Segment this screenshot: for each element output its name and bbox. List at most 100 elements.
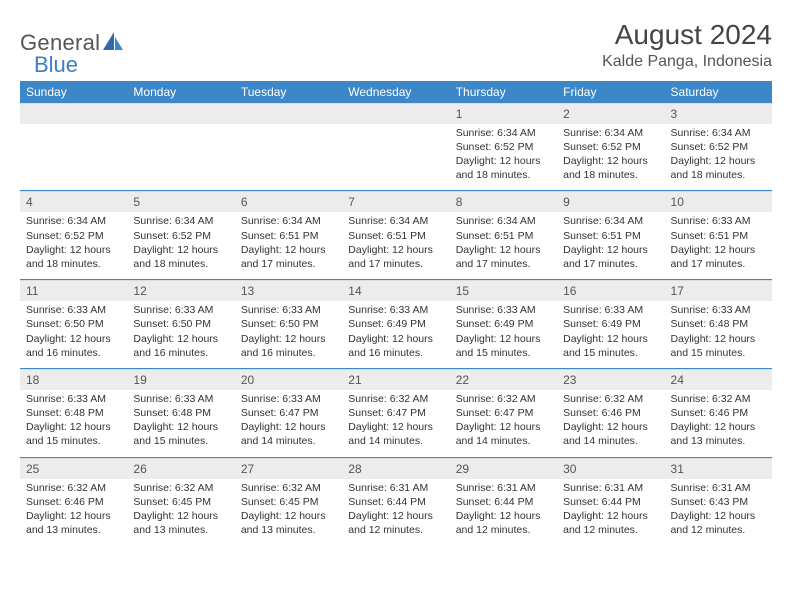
- daycontent-cell: Sunrise: 6:32 AMSunset: 6:45 PMDaylight:…: [235, 479, 342, 546]
- day-line: Sunset: 6:46 PM: [563, 406, 658, 420]
- day-line: Sunset: 6:50 PM: [133, 317, 228, 331]
- day-line: Sunrise: 6:33 AM: [563, 303, 658, 317]
- daynum-cell: 15: [450, 281, 557, 302]
- day-line: and 14 minutes.: [348, 434, 443, 448]
- day-line: Sunset: 6:49 PM: [563, 317, 658, 331]
- daycontent-row: Sunrise: 6:34 AM Sunset: 6:52 PM Daylight:…: [20, 124, 772, 191]
- day-line: Daylight: 12 hours: [133, 332, 228, 346]
- day-line: Sunrise: 6:34 AM: [563, 126, 658, 140]
- day-line: Daylight: 12 hours: [348, 243, 443, 257]
- day-line: Sunrise: 6:33 AM: [456, 303, 551, 317]
- day-line: Daylight: 12 hours: [133, 420, 228, 434]
- daynum-cell: 25: [20, 458, 127, 479]
- day-line: Daylight: 12 hours: [26, 332, 121, 346]
- day-line: Sunrise: 6:34 AM: [563, 214, 658, 228]
- daycontent-row: Sunrise: 6:33 AMSunset: 6:48 PMDaylight:…: [20, 390, 772, 457]
- month-title: August 2024: [602, 20, 772, 51]
- day-line: and 16 minutes.: [133, 346, 228, 360]
- day-line: Sunset: 6:49 PM: [348, 317, 443, 331]
- daycontent-cell: Sunrise: 6:34 AMSunset: 6:51 PMDaylight:…: [235, 212, 342, 279]
- day-line: Sunrise: 6:32 AM: [563, 392, 658, 406]
- day-line: Sunrise: 6:34 AM: [456, 126, 551, 140]
- day-line: and 12 minutes.: [348, 523, 443, 537]
- daynum-cell: 8: [450, 192, 557, 213]
- day-line: Sunrise: 6:33 AM: [26, 303, 121, 317]
- calendar-table: SundayMondayTuesdayWednesdayThursdayFrid…: [20, 81, 772, 545]
- day-line: Sunrise: 6:33 AM: [133, 303, 228, 317]
- day-line: Daylight: 12 hours: [563, 154, 658, 168]
- sail-icon: [102, 31, 124, 56]
- daynum-cell: 18: [20, 369, 127, 390]
- daynum-cell: 28: [342, 458, 449, 479]
- daycontent-cell: Sunrise: 6:31 AMSunset: 6:44 PMDaylight:…: [557, 479, 664, 546]
- day-line: Sunrise: 6:31 AM: [563, 481, 658, 495]
- daycontent-cell: Sunrise: 6:32 AMSunset: 6:46 PMDaylight:…: [557, 390, 664, 457]
- daycontent-cell: Sunrise: 6:31 AMSunset: 6:43 PMDaylight:…: [665, 479, 772, 546]
- daycontent-cell: Sunrise: 6:31 AMSunset: 6:44 PMDaylight:…: [342, 479, 449, 546]
- day-line: Sunset: 6:52 PM: [671, 140, 766, 154]
- day-line: and 16 minutes.: [348, 346, 443, 360]
- daynum-cell: 7: [342, 192, 449, 213]
- daynum-cell: 21: [342, 369, 449, 390]
- day-line: Daylight: 12 hours: [241, 332, 336, 346]
- dow-cell: Sunday: [20, 81, 127, 104]
- day-line: Daylight: 12 hours: [563, 509, 658, 523]
- daynum-cell: 10: [665, 192, 772, 213]
- day-line: Sunset: 6:46 PM: [671, 406, 766, 420]
- day-line: and 18 minutes.: [133, 257, 228, 271]
- day-line: Sunset: 6:45 PM: [133, 495, 228, 509]
- daynum-cell: 23: [557, 369, 664, 390]
- daycontent-cell: Sunrise: 6:34 AMSunset: 6:51 PMDaylight:…: [557, 212, 664, 279]
- day-line: Sunset: 6:48 PM: [671, 317, 766, 331]
- day-line: Sunrise: 6:32 AM: [456, 392, 551, 406]
- day-line: and 13 minutes.: [241, 523, 336, 537]
- day-line: and 17 minutes.: [348, 257, 443, 271]
- logo-text-blue: Blue: [34, 52, 78, 78]
- day-line: Sunrise: 6:34 AM: [348, 214, 443, 228]
- daynum-cell: [127, 103, 234, 124]
- day-line: Daylight: 12 hours: [671, 420, 766, 434]
- daynum-cell: 26: [127, 458, 234, 479]
- day-line: Sunset: 6:44 PM: [456, 495, 551, 509]
- day-line: Sunrise: 6:32 AM: [348, 392, 443, 406]
- daynum-row: 123: [20, 103, 772, 124]
- day-line: and 18 minutes.: [671, 168, 766, 182]
- day-line: Sunset: 6:47 PM: [348, 406, 443, 420]
- day-line: Daylight: 12 hours: [241, 243, 336, 257]
- logo: General: [20, 20, 124, 56]
- daycontent-cell: Sunrise: 6:34 AMSunset: 6:52 PMDaylight:…: [557, 124, 664, 191]
- day-line: Daylight: 12 hours: [456, 509, 551, 523]
- day-line: Daylight: 12 hours: [133, 509, 228, 523]
- daynum-cell: 20: [235, 369, 342, 390]
- day-line: Sunrise: 6:32 AM: [671, 392, 766, 406]
- day-line: Daylight: 12 hours: [456, 420, 551, 434]
- daynum-cell: 13: [235, 281, 342, 302]
- day-line: Sunset: 6:52 PM: [26, 229, 121, 243]
- day-line: and 13 minutes.: [26, 523, 121, 537]
- daynum-cell: 9: [557, 192, 664, 213]
- daynum-cell: 31: [665, 458, 772, 479]
- day-line: Sunrise: 6:34 AM: [456, 214, 551, 228]
- daycontent-cell: Sunrise: 6:32 AMSunset: 6:47 PMDaylight:…: [342, 390, 449, 457]
- day-line: Sunrise: 6:32 AM: [133, 481, 228, 495]
- daycontent-cell: Sunrise: 6:32 AMSunset: 6:46 PMDaylight:…: [665, 390, 772, 457]
- day-line: Sunset: 6:44 PM: [563, 495, 658, 509]
- daycontent-cell: Sunrise: 6:33 AMSunset: 6:48 PMDaylight:…: [665, 301, 772, 368]
- day-line: Sunrise: 6:34 AM: [241, 214, 336, 228]
- day-line: and 17 minutes.: [563, 257, 658, 271]
- day-line: Sunrise: 6:33 AM: [348, 303, 443, 317]
- daycontent-cell: [20, 124, 127, 191]
- day-line: Daylight: 12 hours: [671, 509, 766, 523]
- day-line: and 18 minutes.: [456, 168, 551, 182]
- day-line: and 17 minutes.: [671, 257, 766, 271]
- daycontent-cell: [127, 124, 234, 191]
- daynum-cell: [20, 103, 127, 124]
- day-line: Sunset: 6:49 PM: [456, 317, 551, 331]
- page: General August 2024 Kalde Panga, Indones…: [0, 0, 792, 612]
- day-line: and 18 minutes.: [563, 168, 658, 182]
- daycontent-cell: Sunrise: 6:34 AMSunset: 6:52 PMDaylight:…: [450, 124, 557, 191]
- day-line: Sunrise: 6:34 AM: [133, 214, 228, 228]
- day-line: Daylight: 12 hours: [671, 243, 766, 257]
- daynum-cell: [342, 103, 449, 124]
- daynum-cell: 16: [557, 281, 664, 302]
